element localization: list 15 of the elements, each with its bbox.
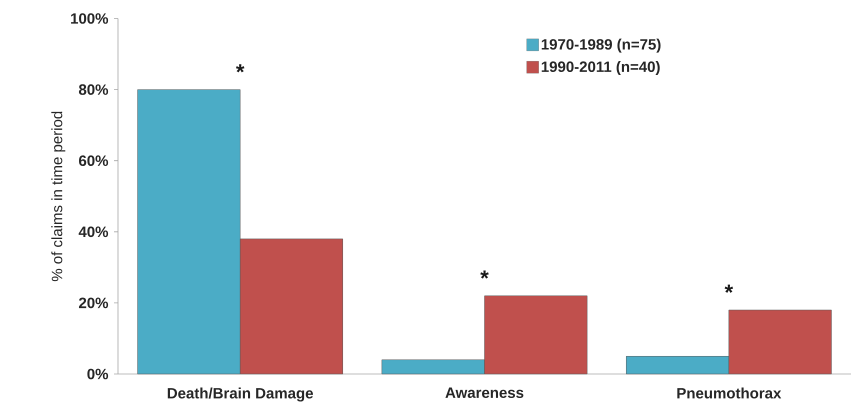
y-axis-title: % of claims in time period <box>51 112 66 282</box>
annotation: * <box>236 64 244 72</box>
y-tick-label: 80% <box>78 84 108 95</box>
y-tick-label: 0% <box>87 368 108 380</box>
x-tick-label: Death/Brain Damage <box>168 388 313 402</box>
legend-label: 1970-1989 (n=75) <box>542 38 661 53</box>
y-tick-label: 100% <box>71 13 108 24</box>
y-tick-label: 60% <box>79 155 108 166</box>
y-tick-label: 40% <box>78 226 108 238</box>
legend-label: 1990-2011 (n=40) <box>542 61 660 76</box>
y-tick-label: 20% <box>78 298 108 308</box>
x-tick-label: Awareness <box>445 388 524 398</box>
annotation: * <box>724 284 734 293</box>
annotation: * <box>480 270 489 279</box>
x-tick-label: Pneumothorax <box>677 388 782 399</box>
